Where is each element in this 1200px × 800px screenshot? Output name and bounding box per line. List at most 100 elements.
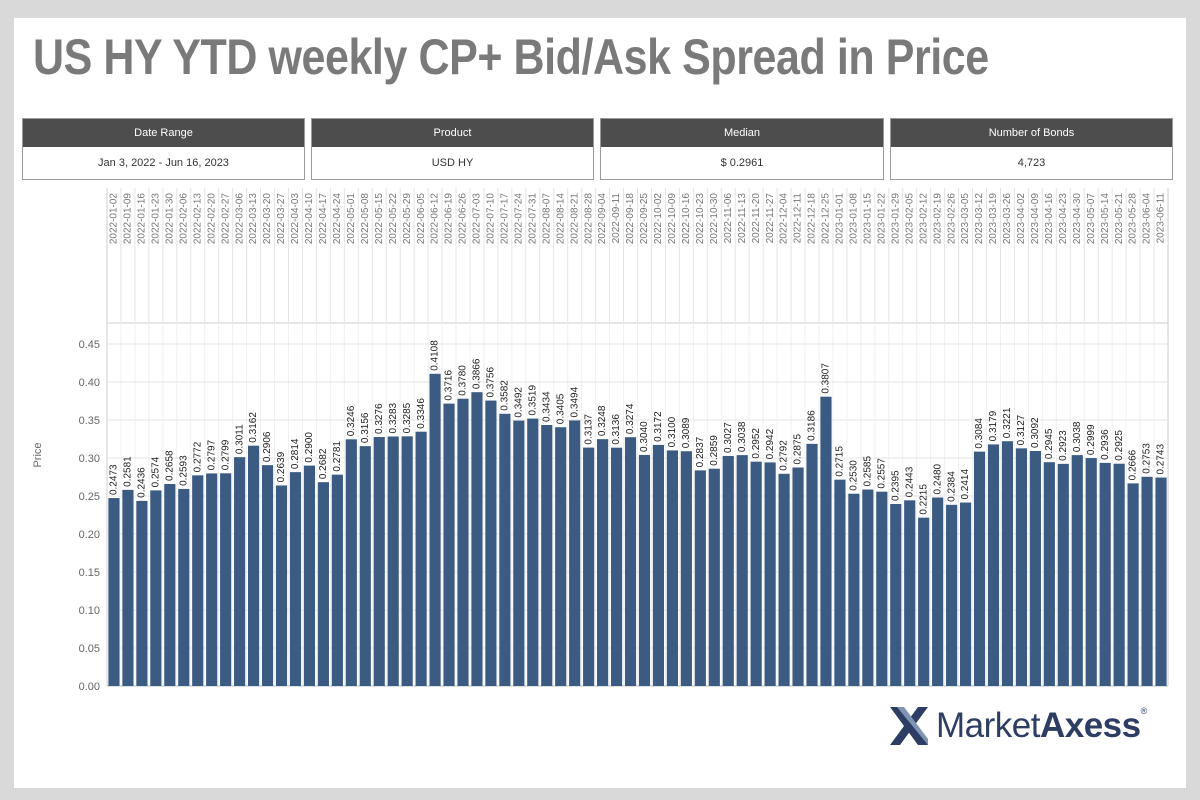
data-label: 0.2395: [890, 470, 901, 501]
data-label: 0.3274: [625, 403, 636, 434]
brand-registered-mark: ®: [1140, 706, 1148, 716]
bar: [848, 493, 860, 686]
x-tick-label: 2023-04-09: [1030, 193, 1041, 245]
product-label: Product: [312, 119, 593, 147]
bar: [569, 420, 581, 686]
bar: [192, 475, 204, 686]
bar: [652, 444, 665, 686]
x-tick-label: 2022-09-11: [611, 193, 622, 244]
x-tick-label: 2022-01-23: [151, 193, 162, 245]
data-label: 0.3162: [248, 412, 259, 443]
x-tick-label: 2022-11-27: [765, 193, 776, 244]
bar: [1155, 477, 1167, 686]
x-tick-label: 2022-12-25: [821, 193, 832, 245]
x-tick-label: 2022-02-06: [178, 193, 189, 245]
x-tick-label: 2022-09-25: [639, 193, 650, 245]
x-tick-label: 2022-06-05: [416, 193, 427, 245]
bar: [1099, 462, 1111, 686]
bar: [499, 413, 511, 686]
x-tick-label: 2023-03-05: [960, 193, 971, 245]
bar: [457, 398, 469, 686]
x-tick-label: 2022-06-12: [430, 193, 441, 245]
bar: [764, 462, 776, 686]
x-tick-label: 2022-12-18: [807, 193, 818, 245]
data-label: 0.3136: [611, 414, 622, 445]
x-tick-label: 2022-10-16: [681, 193, 692, 245]
x-tick-label: 2023-06-04: [1142, 193, 1153, 245]
data-label: 0.3137: [583, 414, 594, 445]
bar: [178, 488, 190, 686]
x-tick-label: 2022-07-24: [513, 193, 524, 245]
x-tick-label: 2022-03-13: [248, 193, 259, 245]
x-tick-label: 2022-02-27: [220, 193, 231, 245]
x-tick-label: 2022-05-08: [360, 193, 371, 245]
data-label: 0.3248: [597, 405, 608, 436]
data-label: 0.3186: [807, 410, 818, 441]
bar: [904, 500, 916, 686]
data-label: 0.2952: [751, 428, 762, 459]
data-label: 0.2682: [318, 448, 329, 479]
bar: [987, 444, 1000, 686]
x-tick-label: 2022-09-18: [625, 193, 636, 245]
x-tick-label: 2023-02-12: [918, 193, 929, 245]
x-tick-label: 2022-02-13: [192, 193, 203, 245]
x-tick-label: 2022-07-31: [527, 193, 538, 245]
data-label: 0.2925: [1114, 430, 1125, 461]
x-tick-label: 2022-10-02: [653, 193, 664, 245]
data-label: 0.2753: [1142, 443, 1153, 474]
data-label: 0.2875: [793, 433, 804, 464]
x-tick-label: 2022-07-17: [500, 193, 511, 245]
data-label: 0.3285: [402, 402, 413, 433]
data-label: 0.2658: [164, 450, 175, 481]
x-tick-label: 2022-04-17: [318, 193, 329, 245]
y-tick-label: 0.20: [79, 529, 100, 541]
x-tick-label: 2023-01-22: [876, 193, 887, 245]
data-label: 0.2743: [1156, 444, 1167, 475]
bar: [136, 500, 148, 686]
median-value: $ 0.2961: [720, 157, 764, 169]
data-label: 0.2639: [276, 451, 287, 482]
data-label: 0.3276: [374, 403, 385, 434]
x-tick-label: 2022-12-04: [779, 193, 790, 245]
bar: [959, 502, 972, 686]
brand-market: Market: [936, 706, 1040, 745]
bar: [708, 468, 720, 686]
x-tick-label: 2023-01-29: [890, 193, 901, 245]
x-tick-label: 2022-01-16: [137, 193, 148, 245]
y-tick-label: 0.00: [79, 681, 100, 693]
brand-name: MarketAxess®: [936, 706, 1147, 746]
x-tick-label: 2023-04-23: [1058, 193, 1069, 245]
x-tick-label: 2023-05-28: [1128, 193, 1139, 245]
x-tick-label: 2023-01-08: [849, 193, 860, 245]
data-label: 0.2581: [123, 456, 134, 487]
bar: [401, 436, 413, 686]
data-label: 0.2999: [1086, 424, 1097, 455]
bar: [946, 504, 958, 686]
product-value: USD HY: [431, 157, 474, 169]
bar: [610, 447, 623, 686]
date-range-value: Jan 3, 2022 - Jun 16, 2023: [98, 157, 229, 169]
bar: [806, 443, 818, 686]
bar: [164, 483, 176, 686]
data-label: 0.3434: [541, 391, 552, 422]
x-tick-label: 2023-05-07: [1086, 193, 1097, 245]
data-label: 0.3127: [1016, 414, 1027, 445]
data-label: 0.3179: [988, 410, 999, 441]
bar: [373, 437, 385, 686]
data-label: 0.3221: [1002, 407, 1013, 438]
bar: [1071, 455, 1083, 686]
x-tick-label: 2023-01-15: [862, 193, 873, 245]
data-label: 0.3084: [974, 418, 985, 449]
bar: [429, 373, 441, 686]
x-tick-label: 2022-10-30: [709, 193, 720, 245]
bar: [555, 427, 567, 686]
x-tick-label: 2022-10-09: [667, 193, 678, 245]
data-label: 0.2799: [220, 439, 231, 470]
bar: [317, 482, 329, 686]
x-tick-label: 2023-05-14: [1100, 193, 1111, 245]
data-label: 0.3756: [486, 367, 497, 398]
data-label: 0.2792: [779, 440, 790, 471]
x-tick-label: 2022-04-24: [332, 193, 343, 245]
data-label: 0.2473: [109, 464, 120, 495]
